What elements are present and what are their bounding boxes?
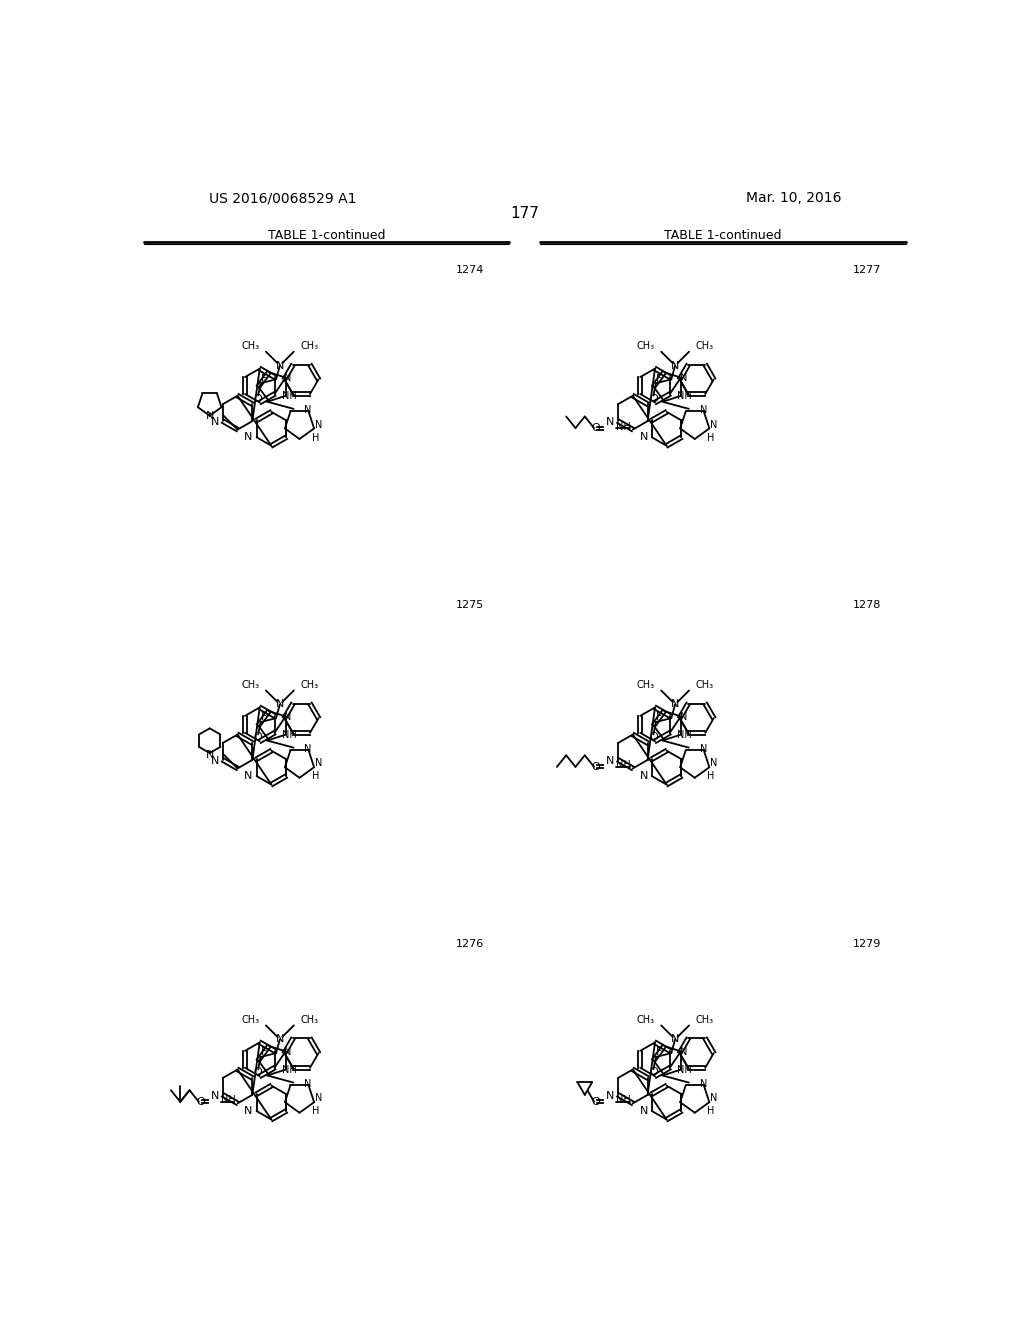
Text: Mar. 10, 2016: Mar. 10, 2016 — [745, 191, 841, 206]
Text: H: H — [312, 1106, 319, 1117]
Text: H: H — [708, 433, 715, 442]
Text: 1277: 1277 — [853, 265, 882, 275]
Text: H: H — [708, 1106, 715, 1117]
Text: O: O — [649, 1068, 657, 1077]
Text: CH₃: CH₃ — [695, 680, 714, 690]
Text: O: O — [649, 733, 657, 742]
Text: O: O — [591, 1097, 600, 1106]
Text: CH₃: CH₃ — [695, 342, 714, 351]
Text: CH₃: CH₃ — [300, 1015, 318, 1026]
Text: O: O — [254, 733, 262, 742]
Text: O: O — [591, 422, 600, 433]
Text: CH₃: CH₃ — [637, 680, 655, 690]
Text: N: N — [605, 756, 614, 766]
Text: O: O — [196, 1097, 205, 1106]
Text: O: O — [591, 762, 600, 772]
Text: NH: NH — [282, 391, 296, 401]
Text: TABLE 1-continued: TABLE 1-continued — [267, 228, 385, 242]
Text: N: N — [304, 1078, 311, 1089]
Text: N: N — [699, 405, 707, 416]
Text: NH: NH — [221, 1096, 236, 1105]
Text: CH₃: CH₃ — [637, 342, 655, 351]
Text: TABLE 1-continued: TABLE 1-continued — [665, 228, 782, 242]
Text: CH₃: CH₃ — [300, 342, 318, 351]
Text: N: N — [639, 1106, 648, 1115]
Text: N: N — [275, 700, 284, 709]
Text: N: N — [314, 759, 322, 768]
Text: NH: NH — [677, 391, 691, 401]
Text: N: N — [710, 1093, 717, 1104]
Text: O: O — [254, 1068, 262, 1077]
Text: O: O — [649, 393, 657, 404]
Text: F: F — [655, 1047, 663, 1057]
Text: N: N — [710, 420, 717, 429]
Text: CH₃: CH₃ — [242, 1015, 260, 1026]
Text: H: H — [708, 771, 715, 781]
Text: NH: NH — [282, 730, 296, 739]
Text: F: F — [655, 374, 663, 384]
Text: N: N — [285, 711, 292, 722]
Text: NH: NH — [616, 421, 631, 432]
Text: N: N — [605, 1090, 614, 1101]
Text: 177: 177 — [510, 206, 540, 222]
Text: CH₃: CH₃ — [242, 342, 260, 351]
Text: N: N — [680, 374, 687, 383]
Text: 1274: 1274 — [456, 265, 484, 275]
Text: N: N — [304, 744, 311, 754]
Text: NH: NH — [677, 1065, 691, 1074]
Text: NH: NH — [677, 730, 691, 739]
Text: N: N — [671, 360, 679, 371]
Text: N: N — [639, 771, 648, 781]
Text: F: F — [260, 713, 267, 722]
Text: NH: NH — [616, 1096, 631, 1105]
Text: CH₃: CH₃ — [695, 1015, 714, 1026]
Text: N: N — [275, 360, 284, 371]
Text: N: N — [671, 700, 679, 709]
Text: N: N — [210, 756, 219, 766]
Text: N: N — [210, 417, 219, 426]
Text: US 2016/0068529 A1: US 2016/0068529 A1 — [209, 191, 357, 206]
Text: 1276: 1276 — [457, 939, 484, 949]
Text: N: N — [206, 750, 214, 759]
Text: N: N — [206, 411, 214, 421]
Text: 1278: 1278 — [853, 601, 882, 610]
Text: N: N — [699, 1078, 707, 1089]
Text: N: N — [285, 374, 292, 383]
Text: N: N — [314, 420, 322, 429]
Text: N: N — [639, 432, 648, 442]
Text: N: N — [275, 1035, 284, 1044]
Text: CH₃: CH₃ — [637, 1015, 655, 1026]
Text: N: N — [699, 744, 707, 754]
Text: N: N — [304, 405, 311, 416]
Text: F: F — [260, 1047, 267, 1057]
Text: N: N — [244, 1106, 253, 1115]
Text: 1275: 1275 — [457, 601, 484, 610]
Text: N: N — [605, 417, 614, 426]
Text: N: N — [314, 1093, 322, 1104]
Text: N: N — [210, 1090, 219, 1101]
Text: H: H — [312, 433, 319, 442]
Text: NH: NH — [616, 760, 631, 771]
Text: N: N — [244, 432, 253, 442]
Text: N: N — [710, 759, 717, 768]
Text: N: N — [671, 1035, 679, 1044]
Text: CH₃: CH₃ — [300, 680, 318, 690]
Text: NH: NH — [282, 1065, 296, 1074]
Text: F: F — [655, 713, 663, 722]
Text: O: O — [254, 393, 262, 404]
Text: F: F — [260, 374, 267, 384]
Text: N: N — [285, 1047, 292, 1057]
Text: N: N — [244, 771, 253, 781]
Text: H: H — [312, 771, 319, 781]
Text: N: N — [680, 711, 687, 722]
Text: 1279: 1279 — [853, 939, 882, 949]
Text: N: N — [680, 1047, 687, 1057]
Text: CH₃: CH₃ — [242, 680, 260, 690]
